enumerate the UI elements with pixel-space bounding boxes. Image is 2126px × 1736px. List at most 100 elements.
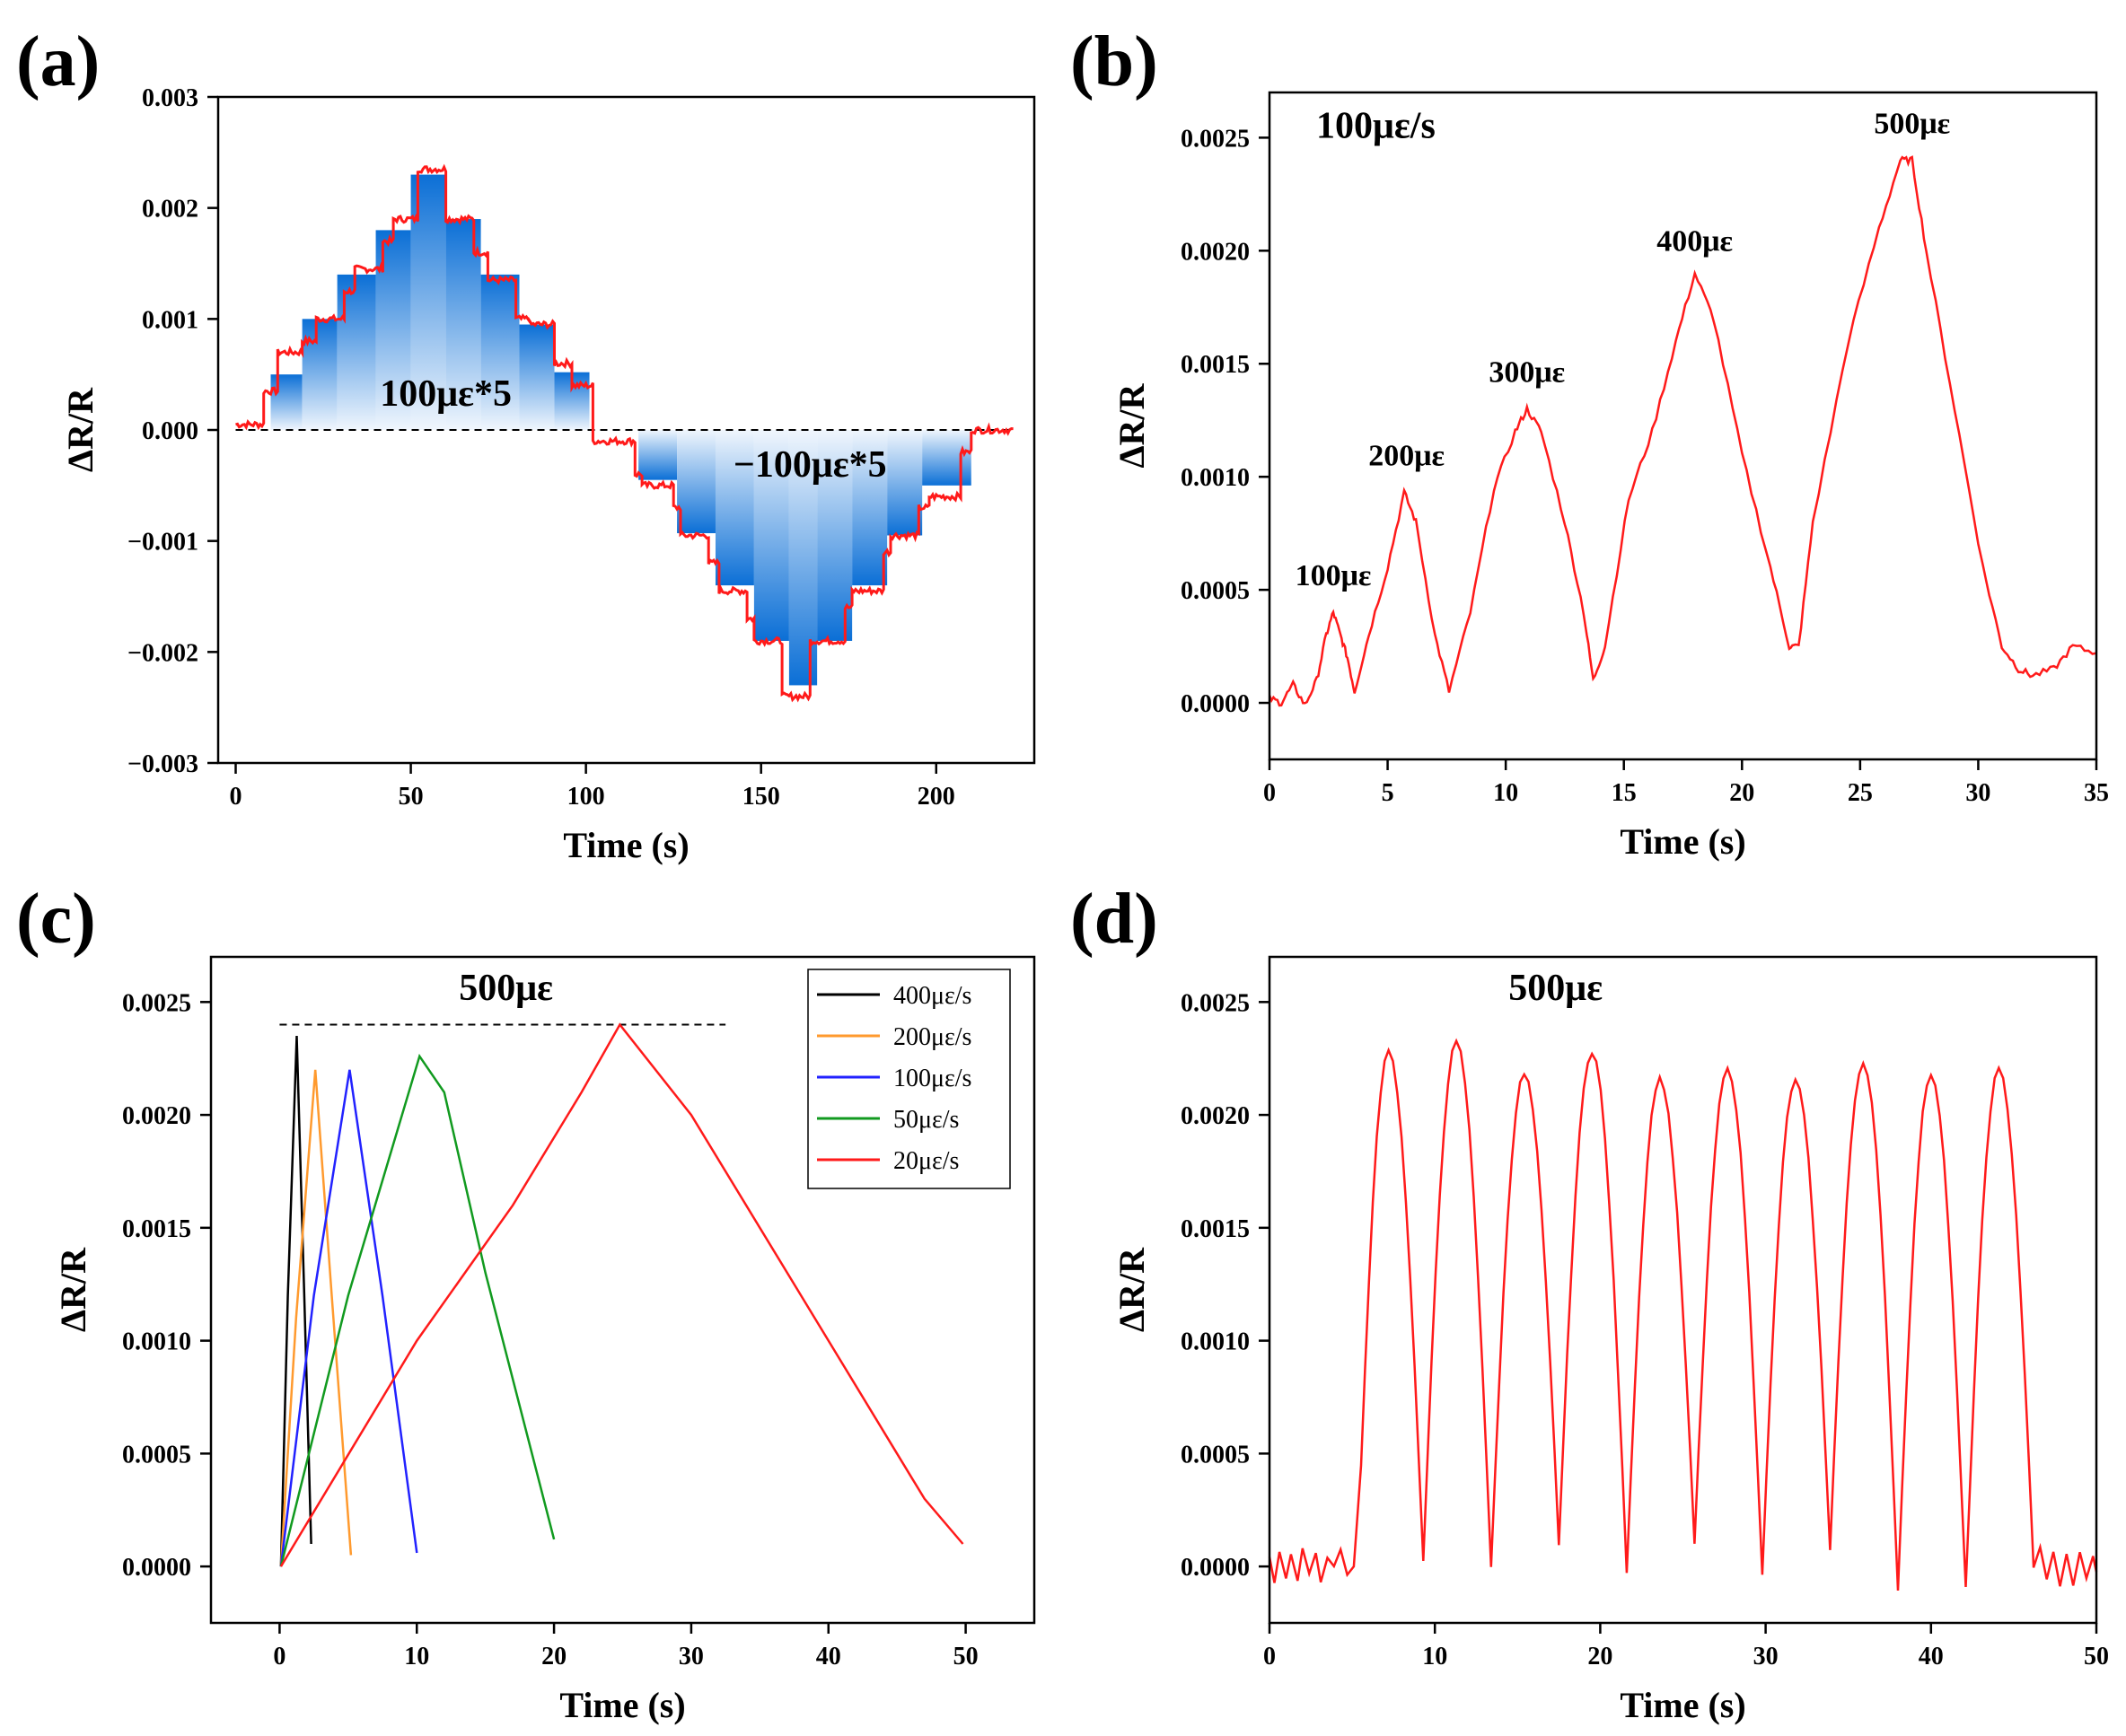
b-ytick-label: 0.0005 [1181, 577, 1250, 605]
c-xtick-label: 10 [404, 1643, 429, 1670]
b-ytick-label: 0.0025 [1181, 125, 1250, 153]
b-xtick-label: 5 [1382, 779, 1394, 807]
a-xtick-label: 200 [918, 783, 955, 811]
c-xtick-label: 0 [273, 1643, 286, 1670]
a-fill-bar-positive [480, 274, 520, 430]
c-axis-ticks: 0 10 20 30 40 50 0.0000 0.0005 0.0010 0.0015 0.002… [122, 989, 979, 1670]
d-xtick-label: 10 [1422, 1643, 1447, 1670]
d-ytick-label: 0.0025 [1181, 989, 1250, 1017]
a-ytick-label: −0.001 [127, 529, 198, 557]
b-annotation-rate: 100με/s [1316, 105, 1436, 146]
a-ytick-label: 0.002 [142, 196, 198, 224]
panel-label-c: (c) [16, 880, 96, 959]
d-x-axis-label: Time (s) [1620, 1685, 1745, 1725]
d-ytick-label: 0.0015 [1181, 1215, 1250, 1243]
c-legend: 400με/s 200με/s 100με/s 50με/s 20με/s [807, 969, 1011, 1189]
b-annotation-200: 200με [1368, 440, 1445, 473]
a-fill-bar-negative [922, 430, 971, 486]
a-y-axis-label: ΔR/R [60, 387, 101, 472]
b-x-axis-label: Time (s) [1620, 821, 1745, 862]
c-legend-label-2: 100με/s [893, 1065, 971, 1092]
c-series-lines [279, 1022, 964, 1567]
panel-label-a: (a) [16, 22, 100, 101]
d-plot-frame [1268, 955, 2098, 1625]
b-xtick-label: 30 [1965, 779, 1990, 807]
b-xtick-label: 0 [1263, 779, 1276, 807]
d-xtick-label: 20 [1587, 1643, 1612, 1670]
c-ytick-label: 0.0000 [122, 1554, 191, 1582]
b-xtick-label: 25 [1848, 779, 1873, 807]
panel-c: (c) 0 10 20 30 40 500.00000.00050.00100.00150… [16, 880, 1036, 1725]
d-ytick-label: 0.0020 [1181, 1102, 1250, 1130]
c-x-axis-label: Time (s) [559, 1685, 685, 1725]
a-fill-area [270, 174, 971, 686]
d-xtick-label: 30 [1753, 1643, 1779, 1670]
b-annotation-300: 300με [1489, 355, 1565, 389]
c-legend-items: 400με/s 200με/s 100με/s 50με/s 20με/s [817, 982, 971, 1175]
a-fill-bar-positive [270, 374, 303, 430]
a-axis-ticks: 0 50 100 150 200 −0.003 −0.002 −0.001 0.000 0.001… [127, 84, 955, 811]
c-ytick-label: 0.0015 [122, 1215, 191, 1243]
b-ytick-label: 0.0020 [1181, 238, 1250, 266]
b-axis-ticks: 0 5 10 15 20 25 30 35 0.0000 0.0005 0.0010 0.0015 0.… [1181, 125, 2109, 807]
a-fill-bar-negative [753, 430, 789, 641]
b-annotation-100: 100με [1296, 559, 1372, 592]
b-annotation-400: 400με [1656, 224, 1733, 258]
c-ytick-label: 0.0005 [122, 1441, 191, 1469]
c-series-line-4 [279, 1022, 964, 1567]
b-xtick-label: 20 [1729, 779, 1754, 807]
d-ytick-label: 0.0005 [1181, 1441, 1250, 1469]
a-xtick-label: 150 [742, 783, 780, 811]
c-series-line-2 [279, 1069, 418, 1567]
panel-b: (b) 0 5 10 15 20 25 30 35 0.0000 0.0005 0.0010 0.00… [1070, 22, 2109, 862]
a-fill-bar-negative [887, 430, 923, 536]
a-fill-bar-positive [302, 319, 338, 430]
d-y-axis-label: ΔR/R [1111, 1247, 1152, 1332]
b-xtick-label: 35 [2084, 779, 2109, 807]
b-ytick-label: 0.0010 [1181, 464, 1250, 492]
d-xtick-label: 50 [2084, 1643, 2109, 1670]
a-fill-bar-positive [519, 324, 555, 430]
c-xtick-label: 40 [816, 1643, 841, 1670]
c-series-line-0 [279, 1035, 312, 1567]
a-annotation-negative: −100με*5 [734, 444, 887, 486]
a-ytick-label: 0.000 [142, 417, 198, 445]
d-signal-line [1268, 1038, 2098, 1591]
c-annotation-500: 500με [459, 968, 553, 1009]
d-xtick-label: 40 [1919, 1643, 1944, 1670]
a-xtick-label: 100 [567, 783, 605, 811]
b-ytick-label: 0.0000 [1181, 690, 1250, 718]
a-ytick-label: 0.003 [142, 84, 198, 112]
c-legend-box [807, 969, 1011, 1189]
c-ytick-label: 0.0025 [122, 989, 191, 1017]
panel-a: (a) 0 50 100 150 200−0.003−0.002−0.0010.0000… [16, 22, 1036, 865]
a-fill-bar-negative [677, 430, 716, 534]
c-xtick-label: 30 [679, 1643, 704, 1670]
a-x-axis-label: Time (s) [563, 825, 689, 865]
b-signal-line [1268, 155, 2097, 707]
c-ytick-label: 0.0020 [122, 1102, 191, 1130]
c-series-line-3 [279, 1053, 556, 1567]
c-legend-label-4: 20με/s [893, 1147, 959, 1175]
a-annotation-positive: 100με*5 [380, 373, 512, 415]
c-legend-label-0: 400με/s [893, 982, 971, 1010]
a-signal-line [235, 163, 1014, 703]
d-annotation-500: 500με [1508, 968, 1603, 1009]
b-xtick-label: 10 [1493, 779, 1518, 807]
d-xtick-label: 0 [1263, 1643, 1276, 1670]
b-ytick-label: 0.0015 [1181, 351, 1250, 379]
b-annotation-500: 500με [1874, 107, 1950, 140]
b-y-axis-label: ΔR/R [1111, 382, 1152, 468]
c-legend-label-1: 200με/s [893, 1023, 971, 1051]
a-xtick-label: 50 [399, 783, 424, 811]
a-ytick-label: −0.003 [127, 750, 198, 778]
panel-label-b: (b) [1070, 22, 1158, 101]
a-ytick-label: −0.002 [127, 639, 198, 667]
d-ytick-label: 0.0000 [1181, 1554, 1250, 1582]
c-y-axis-label: ΔR/R [53, 1247, 93, 1332]
d-ytick-label: 0.0010 [1181, 1328, 1250, 1356]
b-plot-frame [1268, 91, 2098, 761]
a-ytick-label: 0.001 [142, 306, 198, 334]
c-ytick-label: 0.0010 [122, 1328, 191, 1356]
